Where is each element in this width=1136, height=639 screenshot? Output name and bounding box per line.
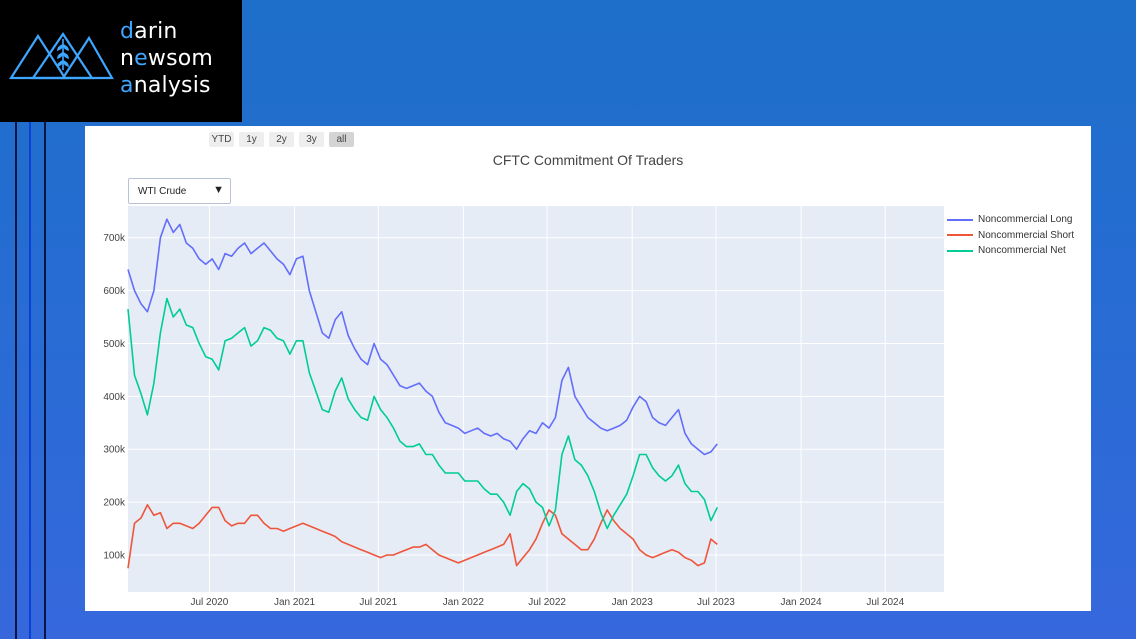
range-button-2y[interactable]: 2y (269, 132, 294, 147)
brand-logo: darin newsom analysis (0, 0, 242, 122)
x-tick-label: Jul 2022 (528, 597, 566, 608)
decor-line (15, 122, 17, 639)
chart-plot[interactable]: 100k 200k 300k 400k 500k 600k 700k Jul 2020 Jan… (85, 126, 1091, 611)
range-button-1y[interactable]: 1y (239, 132, 264, 147)
range-button-3y[interactable]: 3y (299, 132, 324, 147)
legend-label: Noncommercial Long (978, 214, 1073, 226)
y-tick-label: 100k (103, 550, 126, 561)
legend-item-net[interactable]: Noncommercial Net (947, 243, 1074, 259)
x-tick-label: Jan 2021 (274, 597, 316, 608)
y-tick-label: 300k (103, 445, 126, 456)
decor-line (29, 122, 31, 639)
x-tick-label: Jul 2024 (866, 597, 904, 608)
x-tick-label: Jan 2024 (780, 597, 822, 608)
range-selector: YTD 1y 2y 3y all (209, 132, 354, 147)
legend-item-short[interactable]: Noncommercial Short (947, 228, 1074, 244)
legend-label: Noncommercial Net (978, 245, 1066, 257)
x-tick-label: Jul 2021 (359, 597, 397, 608)
y-tick-label: 600k (103, 286, 126, 297)
y-tick-label: 200k (103, 498, 126, 509)
chart-legend: Noncommercial Long Noncommercial Short N… (947, 212, 1074, 259)
legend-label: Noncommercial Short (978, 229, 1075, 241)
plot-background (128, 206, 944, 592)
y-tick-label: 400k (103, 392, 126, 403)
range-button-ytd[interactable]: YTD (209, 132, 234, 147)
y-tick-label: 700k (103, 233, 126, 244)
x-tick-label: Jan 2023 (612, 597, 654, 608)
range-button-all[interactable]: all (329, 132, 354, 147)
legend-item-long[interactable]: Noncommercial Long (947, 212, 1074, 228)
x-tick-label: Jan 2022 (443, 597, 485, 608)
decor-line (44, 122, 46, 639)
y-tick-label: 500k (103, 339, 126, 350)
x-tick-label: Jul 2020 (191, 597, 229, 608)
x-tick-label: Jul 2023 (697, 597, 735, 608)
dropdown-value: WTI Crude (138, 186, 187, 197)
dropdown-arrow-icon: ▼ (213, 184, 224, 196)
mountain-wheat-logo-icon (8, 32, 114, 80)
commodity-dropdown[interactable]: WTI Crude ▼ (128, 178, 231, 204)
series-line-short (127, 503, 718, 569)
chart-card: YTD 1y 2y 3y all CFTC Commitment Of Trad… (85, 126, 1091, 611)
series-line-long (127, 218, 718, 456)
series-line-net (127, 297, 719, 530)
chart-title: CFTC Commitment Of Traders (492, 152, 684, 168)
brand-wordmark: darin newsom analysis (120, 19, 214, 98)
